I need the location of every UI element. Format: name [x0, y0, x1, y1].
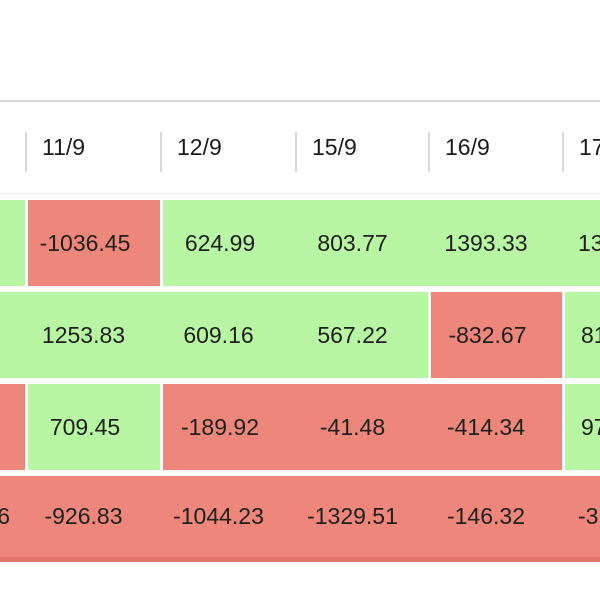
- header-separator: [562, 132, 564, 172]
- table-cell: 803.77: [295, 200, 428, 286]
- table-cell: 567.22: [295, 292, 428, 378]
- scrollable-table[interactable]: 11/9 12/9 15/9 16/9 17 -1036.45 624.99: [0, 102, 600, 562]
- table-cell: -926.83: [25, 476, 160, 557]
- table-cell: -3: [562, 476, 600, 557]
- table-cell: 1393.33: [428, 200, 562, 286]
- table-cell: -1036.45: [25, 200, 160, 286]
- table-cell: -832.67: [428, 292, 562, 378]
- table-top-border: [0, 100, 600, 102]
- header-separator: [428, 132, 430, 172]
- table-cell: -146.32: [428, 476, 562, 557]
- table-cell: 624.99: [160, 200, 295, 286]
- header-separator: [160, 132, 162, 172]
- table-header-row: 11/9 12/9 15/9 16/9 17: [0, 102, 600, 194]
- table-cell: [0, 200, 25, 286]
- table-row: 6 -926.83 -1044.23 -1329.51 -146.32 -3: [0, 476, 600, 562]
- column-header-label: 17: [579, 134, 600, 160]
- column-header-date: 15/9: [295, 102, 428, 193]
- table-cell: -41.48: [295, 384, 428, 470]
- column-header-spacer: [0, 102, 25, 193]
- column-header-label: 16/9: [445, 134, 490, 160]
- table-cell: -1329.51: [295, 476, 428, 557]
- column-header-date: 16/9: [428, 102, 562, 193]
- table-cell: 81: [562, 292, 600, 378]
- table-row: 709.45 -189.92 -41.48 -414.34 97: [0, 384, 600, 470]
- table-cell: [0, 384, 25, 470]
- table-cell: -189.92: [160, 384, 295, 470]
- table-cell: 609.16: [160, 292, 295, 378]
- header-separator: [25, 132, 27, 172]
- header-separator: [295, 132, 297, 172]
- column-header-label: 11/9: [42, 134, 86, 160]
- table-cell: [0, 292, 25, 378]
- column-header-date: 17: [562, 102, 600, 193]
- column-header-date: 12/9: [160, 102, 295, 193]
- column-header-date: 11/9: [25, 102, 160, 193]
- table-cell: 13: [562, 200, 600, 286]
- table-cell: -1044.23: [160, 476, 295, 557]
- column-header-label: 12/9: [177, 134, 222, 160]
- table-cell: 6: [0, 476, 25, 557]
- table-row: 1253.83 609.16 567.22 -832.67 81: [0, 292, 600, 378]
- table-row: -1036.45 624.99 803.77 1393.33 13: [0, 200, 600, 286]
- table-cell: 1253.83: [25, 292, 160, 378]
- table-cell: -414.34: [428, 384, 562, 470]
- table-cell: 709.45: [25, 384, 160, 470]
- table-cell: 97: [562, 384, 600, 470]
- column-header-label: 15/9: [312, 134, 357, 160]
